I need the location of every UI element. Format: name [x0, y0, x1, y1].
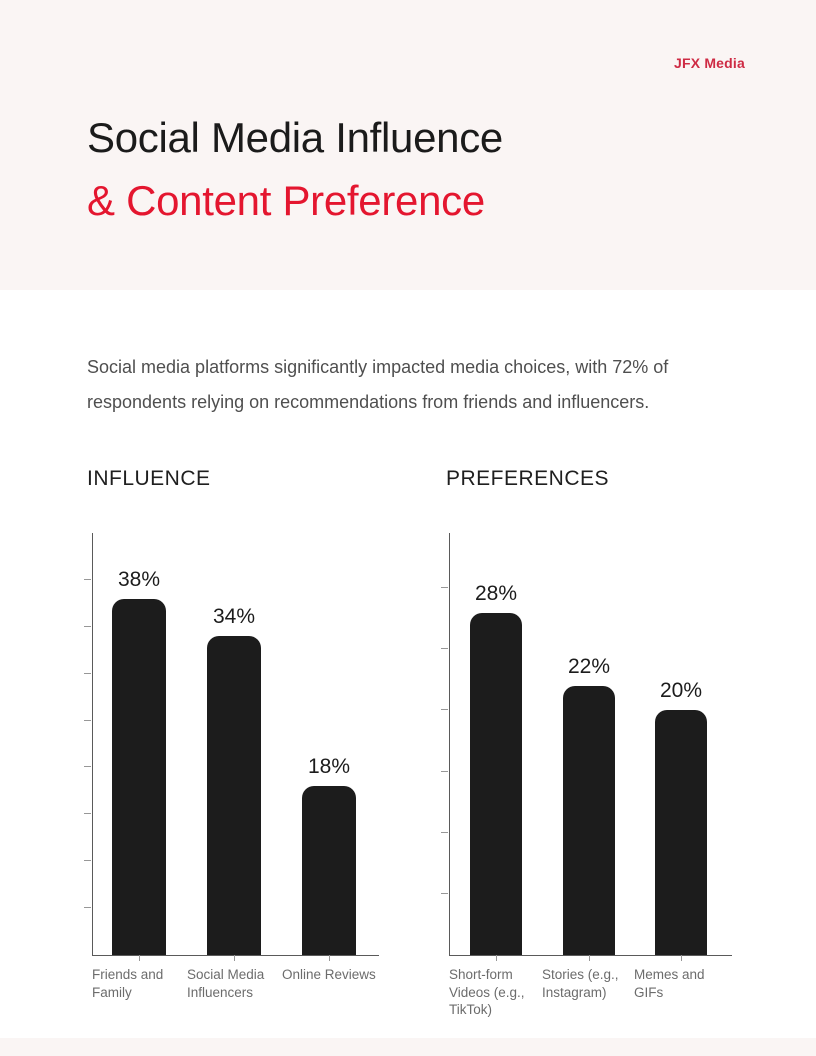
category-label: Stories (e.g., Instagram) [542, 967, 619, 1000]
category-label: Short-form Videos (e.g., TikTok) [449, 967, 525, 1017]
category-label: Social Media Influencers [187, 967, 265, 1000]
bar [302, 786, 356, 955]
y-axis-tick [84, 860, 91, 862]
category-label: Friends and Family [92, 967, 164, 1000]
influence-bar-chart: 38% Friends and Family 34% Social Media Inf… [84, 533, 379, 1000]
page-title: Social Media Influence & Content Prefere… [87, 106, 503, 232]
bar [563, 686, 615, 955]
preferences-bar-chart: 28% Short-form Videos (e.g., TikTok) 22% St… [441, 533, 732, 1017]
y-axis-tick [441, 648, 448, 650]
category-label: Memes and GIFs [634, 967, 705, 1000]
y-axis-tick [84, 672, 91, 674]
bar-value-label: 28% [474, 582, 518, 605]
x-axis-tick [329, 955, 330, 961]
x-axis-tick [139, 955, 140, 961]
y-axis-tick [84, 719, 91, 721]
bar-value-label: 18% [307, 755, 351, 778]
intro-line-1: Social media platforms significantly imp… [87, 357, 669, 377]
influence-chart-heading: INFLUENCE [87, 467, 211, 490]
bar [470, 613, 522, 955]
bar-value-label: 22% [567, 655, 611, 678]
y-axis-tick [441, 831, 448, 833]
intro-line-2: respondents relying on recommendations f… [87, 392, 650, 412]
page-title-line-2: & Content Preference [87, 177, 485, 224]
y-axis-tick [84, 813, 91, 815]
y-axis-tick [441, 587, 448, 589]
bar [655, 710, 707, 955]
footer-band [0, 1038, 816, 1056]
x-axis-tick [234, 955, 235, 961]
y-axis-tick [84, 625, 91, 627]
bar [112, 599, 166, 955]
y-axis-tick [84, 578, 91, 580]
x-axis-tick [681, 955, 682, 961]
brand-logo-text: JFX Media [673, 55, 745, 71]
page-title-line-1: Social Media Influence [87, 114, 503, 161]
bar-value-label: 20% [659, 679, 703, 702]
bar-value-label: 38% [117, 568, 161, 591]
y-axis-tick [441, 892, 448, 894]
intro-paragraph: Social media platforms significantly imp… [87, 350, 727, 420]
preferences-chart-heading: PREFERENCES [446, 467, 610, 490]
y-axis-tick [84, 766, 91, 768]
bar [207, 636, 261, 955]
x-axis-tick [589, 955, 590, 961]
y-axis-tick [84, 907, 91, 909]
header-band [0, 0, 816, 290]
bar-value-label: 34% [212, 605, 256, 628]
y-axis-tick [441, 709, 448, 711]
y-axis-tick [441, 770, 448, 772]
x-axis-tick [496, 955, 497, 961]
category-label: Online Reviews [282, 967, 376, 982]
